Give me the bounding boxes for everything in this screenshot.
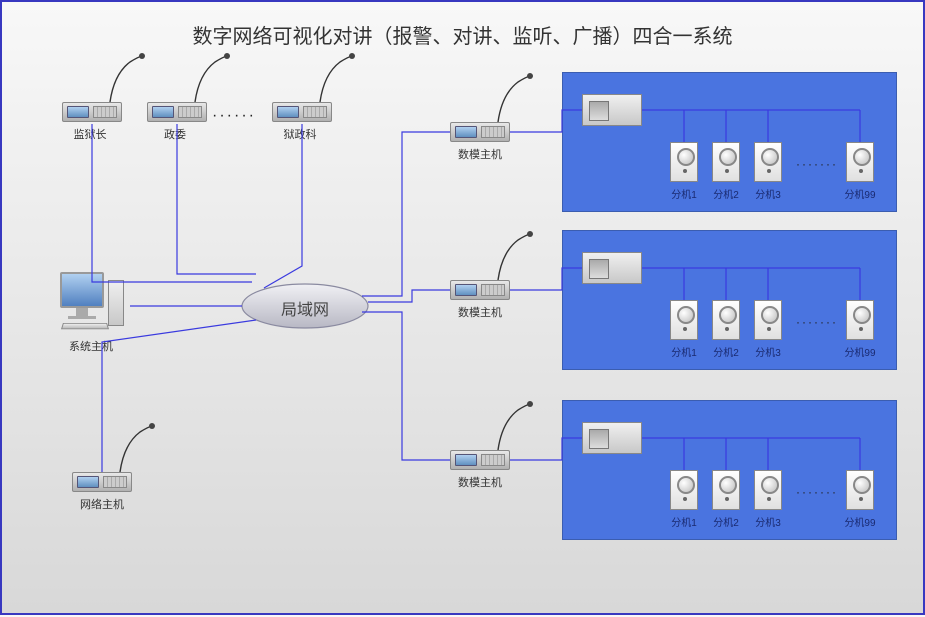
ext-label-2-1: 分机2: [709, 514, 743, 529]
analog-host-label-1: 数模主机: [448, 304, 512, 320]
ext-2-0: [670, 470, 698, 510]
ext-label-0-3: 分机99: [843, 186, 877, 201]
analog-mic-host-2: [450, 450, 510, 470]
ext-1-1: [712, 300, 740, 340]
analog-host-label-0: 数模主机: [448, 146, 512, 162]
ext-1-2: [754, 300, 782, 340]
ext-dots-0: ·······: [796, 157, 838, 171]
system-host-pc: [60, 272, 130, 332]
ext-2-1: [712, 470, 740, 510]
ext-label-1-3: 分机99: [843, 344, 877, 359]
lan-hub: 局域网: [240, 282, 370, 330]
panel-server-1: [582, 252, 642, 284]
ext-1-3: [846, 300, 874, 340]
page-title: 数字网络可视化对讲（报警、对讲、监听、广播）四合一系统: [2, 20, 923, 49]
ext-label-2-2: 分机3: [751, 514, 785, 529]
mic-host-top-0: [62, 102, 122, 122]
top-host-label-1: 政委: [145, 126, 205, 142]
top-hosts-ellipsis: ······: [212, 107, 256, 125]
ext-label-0-0: 分机1: [667, 186, 701, 201]
ext-dots-1: ·······: [796, 315, 838, 329]
lan-hub-label: 局域网: [240, 296, 370, 320]
top-host-label-2: 狱政科: [270, 126, 330, 142]
ext-dots-2: ·······: [796, 485, 838, 499]
ext-1-0: [670, 300, 698, 340]
mic-host-top-1: [147, 102, 207, 122]
ext-label-0-2: 分机3: [751, 186, 785, 201]
mic-host-top-2: [272, 102, 332, 122]
analog-mic-host-0: [450, 122, 510, 142]
panel-server-0: [582, 94, 642, 126]
ext-label-0-1: 分机2: [709, 186, 743, 201]
ext-label-1-2: 分机3: [751, 344, 785, 359]
ext-0-1: [712, 142, 740, 182]
network-host-label: 网络主机: [70, 496, 134, 512]
ext-label-1-0: 分机1: [667, 344, 701, 359]
ext-2-3: [846, 470, 874, 510]
ext-0-2: [754, 142, 782, 182]
top-host-label-0: 监狱长: [60, 126, 120, 142]
system-host-label: 系统主机: [56, 338, 126, 354]
ext-label-1-1: 分机2: [709, 344, 743, 359]
analog-mic-host-1: [450, 280, 510, 300]
panel-server-2: [582, 422, 642, 454]
ext-label-2-0: 分机1: [667, 514, 701, 529]
ext-0-3: [846, 142, 874, 182]
analog-host-label-2: 数模主机: [448, 474, 512, 490]
ext-0-0: [670, 142, 698, 182]
ext-2-2: [754, 470, 782, 510]
ext-label-2-3: 分机99: [843, 514, 877, 529]
network-mic-host: [72, 472, 132, 492]
